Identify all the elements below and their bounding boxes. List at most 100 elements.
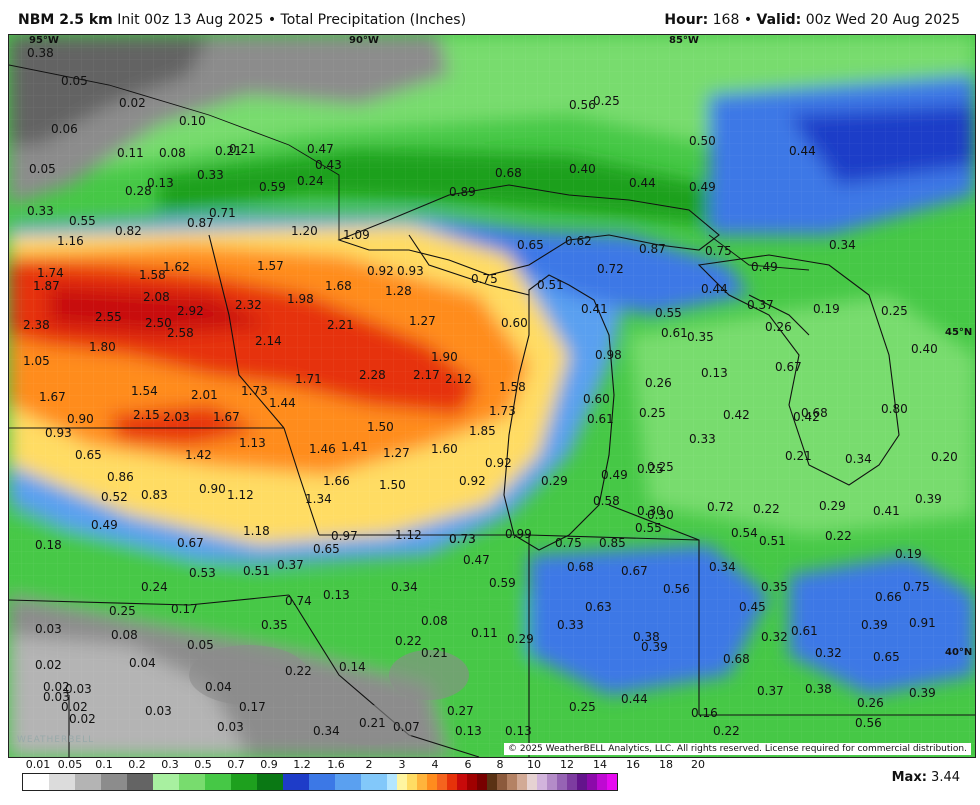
- precip-value-label: 0.39: [909, 686, 936, 700]
- precip-value-label: 0.17: [171, 602, 198, 616]
- precip-value-label: 0.39: [915, 492, 942, 506]
- product-name: Total Precipitation (Inches): [280, 12, 467, 28]
- legend-tick-label: 2: [365, 758, 373, 771]
- precip-value-label: 1.71: [295, 372, 322, 386]
- precip-value-label: 0.16: [691, 706, 718, 720]
- precip-value-label: 0.22: [825, 529, 852, 543]
- init-time: Init 00z 13 Aug 2025: [117, 12, 264, 28]
- precip-value-label: 0.22: [285, 664, 312, 678]
- precip-value-label: 1.13: [239, 436, 266, 450]
- legend-tick-label: 0.2: [128, 758, 146, 771]
- precip-value-label: 0.73: [449, 532, 476, 546]
- precip-value-label: 0.35: [761, 580, 788, 594]
- precip-value-label: 0.56: [855, 716, 882, 730]
- precip-value-label: 0.14: [339, 660, 366, 674]
- precip-value-label: 0.17: [239, 700, 266, 714]
- max-value: Max: 3.44: [892, 770, 960, 785]
- precip-value-label: 0.67: [775, 360, 802, 374]
- precip-value-label: 0.02: [43, 680, 70, 694]
- legend-tick-label: 0.5: [194, 758, 212, 771]
- precip-value-label: 0.34: [313, 724, 340, 738]
- precip-value-label: 0.13: [701, 366, 728, 380]
- precip-value-label: 0.49: [91, 518, 118, 532]
- precip-value-label: 0.05: [61, 74, 88, 88]
- precip-value-label: 0.04: [129, 656, 156, 670]
- precip-value-label: 0.11: [471, 626, 498, 640]
- precip-value-label: 1.12: [227, 488, 254, 502]
- precip-value-label: 2.28: [359, 368, 386, 382]
- precip-value-label: 0.93: [45, 426, 72, 440]
- precip-value-label: 0.60: [501, 316, 528, 330]
- precip-value-label: 0.63: [585, 600, 612, 614]
- precip-value-label: 0.41: [581, 302, 608, 316]
- legend-swatch: [179, 774, 205, 790]
- legend-swatch: [477, 774, 487, 790]
- precip-value-label: 0.25: [647, 460, 674, 474]
- legend-swatch: [257, 774, 283, 790]
- map-canvas: [9, 35, 975, 757]
- valid-label: Valid:: [756, 12, 802, 28]
- precip-value-label: 0.80: [881, 402, 908, 416]
- legend-swatch: [407, 774, 417, 790]
- legend-tick-label: 18: [659, 758, 673, 771]
- precip-value-label: 0.85: [599, 536, 626, 550]
- precip-value-label: 2.21: [327, 318, 354, 332]
- precip-value-label: 1.60: [431, 442, 458, 456]
- precip-value-label: 0.29: [507, 632, 534, 646]
- legend-swatch: [537, 774, 547, 790]
- precip-value-label: 2.32: [235, 298, 262, 312]
- precip-value-label: 0.04: [205, 680, 232, 694]
- precip-value-label: 0.25: [637, 462, 664, 476]
- precip-value-label: 1.20: [291, 224, 318, 238]
- legend-tick-label: 1.2: [293, 758, 311, 771]
- legend-swatch: [153, 774, 179, 790]
- precip-value-label: 0.30: [647, 508, 674, 522]
- precip-value-label: 1.85: [469, 424, 496, 438]
- precip-value-label: 0.61: [661, 326, 688, 340]
- precip-value-label: 1.50: [379, 478, 406, 492]
- precip-value-label: 1.42: [185, 448, 212, 462]
- precip-value-label: 0.90: [199, 482, 226, 496]
- precip-value-label: 0.44: [629, 176, 656, 190]
- legend-swatch: [49, 774, 75, 790]
- precip-value-label: 0.59: [489, 576, 516, 590]
- precip-value-label: 0.75: [471, 272, 498, 286]
- legend-tick-label: 10: [527, 758, 541, 771]
- precip-value-label: 1.41: [341, 440, 368, 454]
- precip-value-label: 0.39: [641, 640, 668, 654]
- precip-value-label: 0.25: [881, 304, 908, 318]
- precip-value-label: 0.08: [421, 614, 448, 628]
- legend-swatch: [23, 774, 49, 790]
- precip-value-label: 0.67: [177, 536, 204, 550]
- color-legend: [22, 773, 618, 791]
- copyright-notice: © 2025 WeatherBELL Analytics, LLC. All r…: [504, 743, 971, 755]
- legend-swatch: [457, 774, 467, 790]
- legend-swatch: [527, 774, 537, 790]
- precip-value-label: 0.50: [689, 134, 716, 148]
- precip-value-label: 2.03: [163, 410, 190, 424]
- valid-value: 00z Wed 20 Aug 2025: [805, 12, 960, 28]
- precip-value-label: 1.34: [305, 492, 332, 506]
- precip-value-label: 0.49: [601, 468, 628, 482]
- precip-value-label: 0.55: [635, 521, 662, 535]
- precip-value-label: 2.92: [177, 304, 204, 318]
- precip-value-label: 2.14: [255, 334, 282, 348]
- legend-swatch: [335, 774, 361, 790]
- precip-value-label: 0.42: [793, 410, 820, 424]
- precip-value-label: 0.25: [569, 700, 596, 714]
- precip-value-label: 2.55: [95, 310, 122, 324]
- precip-value-label: 0.98: [595, 348, 622, 362]
- legend-swatch: [567, 774, 577, 790]
- precip-value-label: 0.26: [765, 320, 792, 334]
- precip-value-label: 0.93: [397, 264, 424, 278]
- precip-value-label: 0.55: [655, 306, 682, 320]
- precip-value-label: 0.03: [145, 704, 172, 718]
- precip-value-label: 1.18: [243, 524, 270, 538]
- precip-value-label: 0.32: [815, 646, 842, 660]
- precip-value-label: 0.91: [909, 616, 936, 630]
- precip-value-label: 0.34: [709, 560, 736, 574]
- precip-value-label: 0.49: [751, 260, 778, 274]
- precip-value-label: 0.25: [109, 604, 136, 618]
- precip-value-label: 0.47: [307, 142, 334, 156]
- precip-value-label: 0.92: [459, 474, 486, 488]
